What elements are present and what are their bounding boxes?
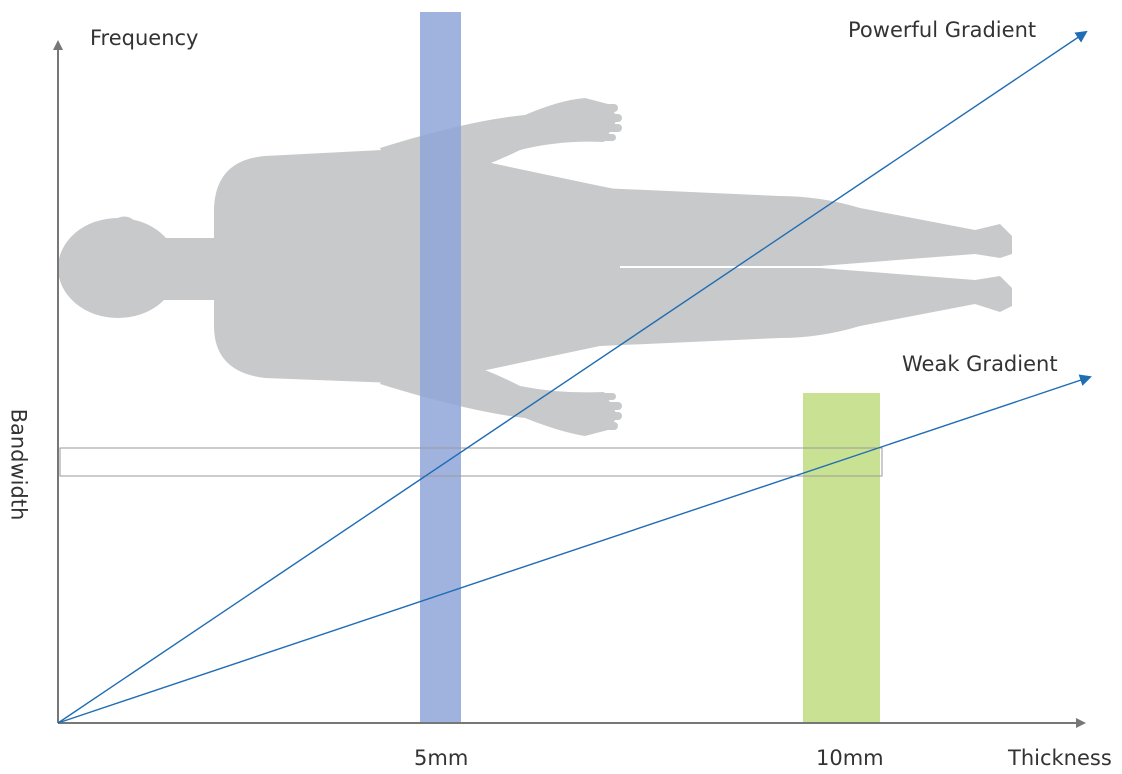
bandwidth-label: Bandwidth (6, 408, 31, 521)
thin-slice-label: 5mm (414, 746, 469, 770)
weak-gradient-label: Weak Gradient (902, 352, 1058, 376)
thick-slice-label: 10mm (816, 746, 884, 770)
human-body-silhouette (58, 98, 1012, 436)
bandwidth-band (59, 447, 883, 477)
powerful-gradient-line (57, 30, 1088, 724)
thick-slice-band (803, 393, 880, 723)
weak-gradient-line (57, 374, 1092, 724)
powerful-gradient-label: Powerful Gradient (848, 18, 1037, 42)
y-axis-label: Frequency (90, 26, 199, 50)
thin-slice-band (420, 12, 461, 723)
x-axis-label: Thickness (1008, 746, 1112, 770)
